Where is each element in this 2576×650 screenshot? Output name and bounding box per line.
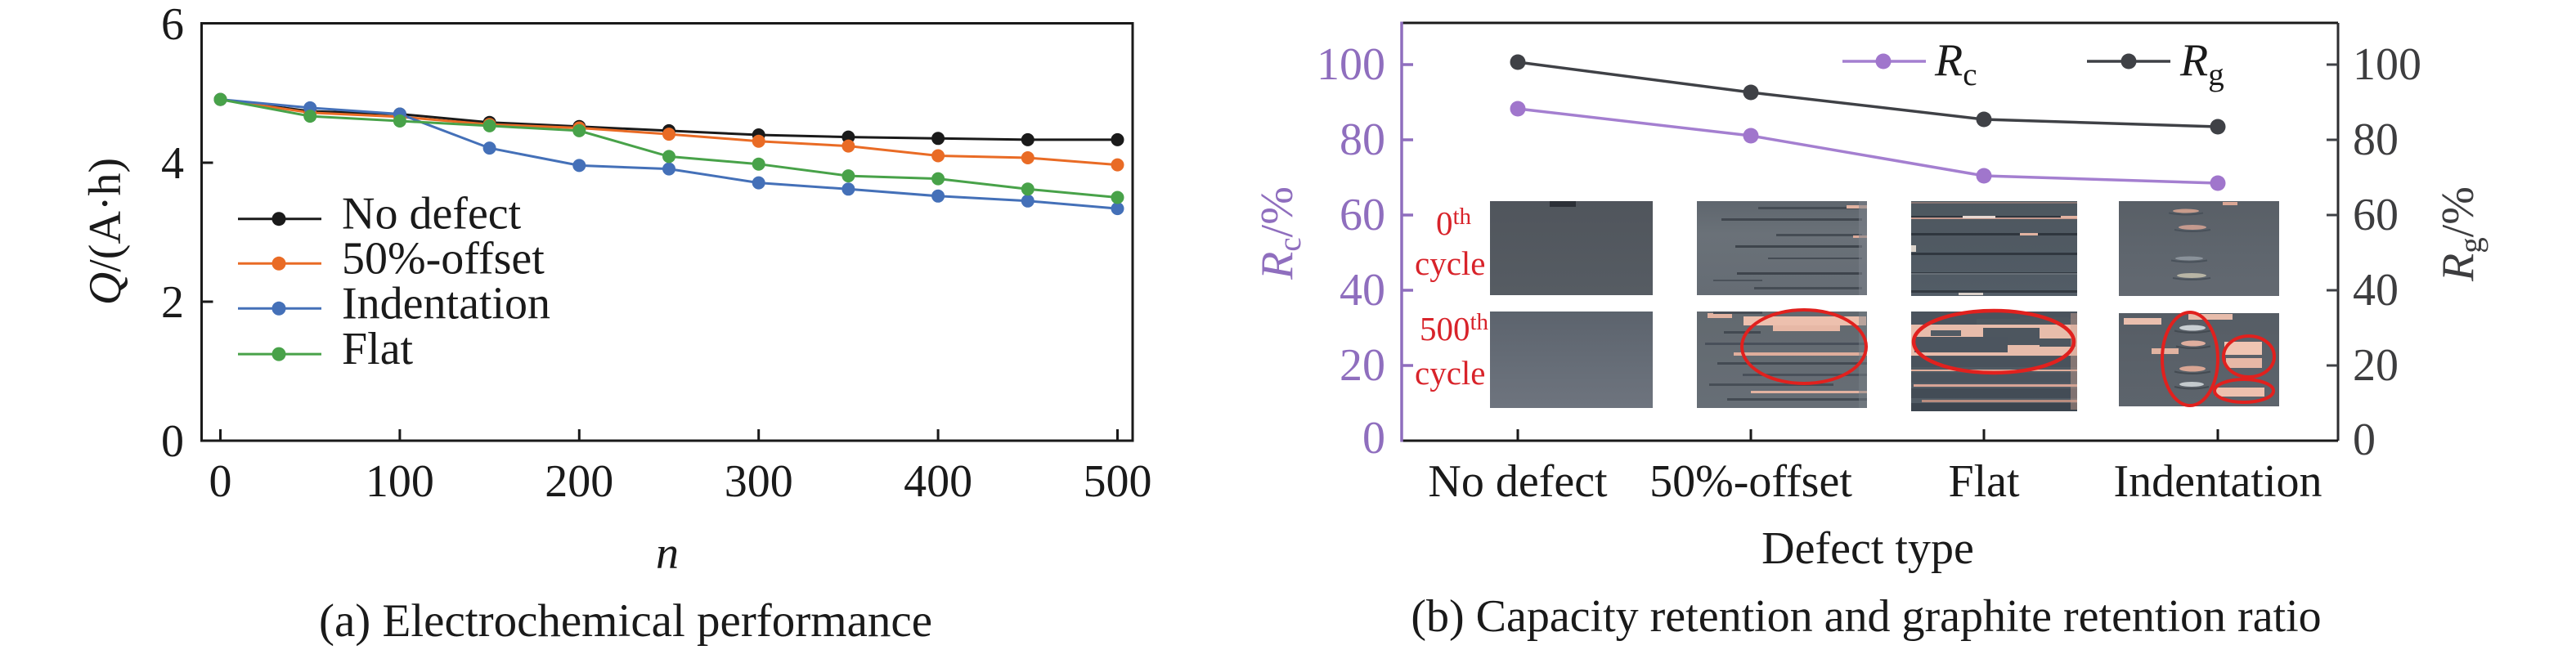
- svg-text:50%-offset: 50%-offset: [342, 233, 545, 284]
- svg-text:(b) Capacity retention and gra: (b) Capacity retention and graphite rete…: [1411, 591, 2321, 642]
- svg-text:Rc: Rc: [1934, 35, 1977, 92]
- svg-text:cycle: cycle: [1415, 354, 1485, 392]
- svg-text:4: 4: [161, 138, 184, 189]
- svg-text:200: 200: [545, 456, 613, 507]
- svg-text:80: 80: [1340, 114, 1385, 165]
- svg-text:Defect type: Defect type: [1761, 523, 1974, 574]
- svg-text:300: 300: [725, 456, 793, 507]
- svg-text:0: 0: [209, 456, 232, 507]
- svg-text:500: 500: [1084, 456, 1152, 507]
- svg-text:6: 6: [161, 0, 184, 50]
- svg-text:Rg/%: Rg/%: [2433, 186, 2488, 282]
- svg-text:40: 40: [1340, 265, 1385, 316]
- svg-text:Flat: Flat: [342, 324, 414, 374]
- svg-text:60: 60: [1340, 190, 1385, 240]
- svg-text:n: n: [656, 528, 679, 579]
- svg-text:cycle: cycle: [1415, 244, 1485, 282]
- svg-text:0: 0: [1362, 413, 1385, 464]
- svg-text:Indentation: Indentation: [342, 278, 550, 329]
- svg-text:80: 80: [2353, 114, 2399, 165]
- svg-text:400: 400: [904, 456, 972, 507]
- svg-text:Rc/%: Rc/%: [1252, 186, 1308, 280]
- svg-text:100: 100: [2353, 39, 2421, 90]
- svg-text:Rg: Rg: [2179, 35, 2224, 92]
- svg-text:No defect: No defect: [342, 189, 522, 240]
- svg-text:Q/(A·h): Q/(A·h): [80, 158, 131, 305]
- svg-text:(a) Electrochemical performanc: (a) Electrochemical performance: [319, 595, 932, 647]
- svg-text:2: 2: [161, 277, 184, 328]
- svg-text:40: 40: [2353, 265, 2399, 316]
- svg-text:50%-offset: 50%-offset: [1649, 456, 1852, 507]
- svg-text:No defect: No defect: [1428, 456, 1608, 507]
- svg-text:20: 20: [2353, 340, 2399, 391]
- svg-text:100: 100: [366, 456, 434, 507]
- svg-text:Indentation: Indentation: [2113, 456, 2322, 507]
- svg-text:20: 20: [1340, 340, 1385, 391]
- svg-text:0: 0: [2353, 415, 2376, 465]
- svg-text:0: 0: [161, 416, 184, 467]
- svg-text:100: 100: [1317, 39, 1385, 90]
- svg-text:60: 60: [2353, 190, 2399, 240]
- svg-text:Flat: Flat: [1948, 456, 2020, 507]
